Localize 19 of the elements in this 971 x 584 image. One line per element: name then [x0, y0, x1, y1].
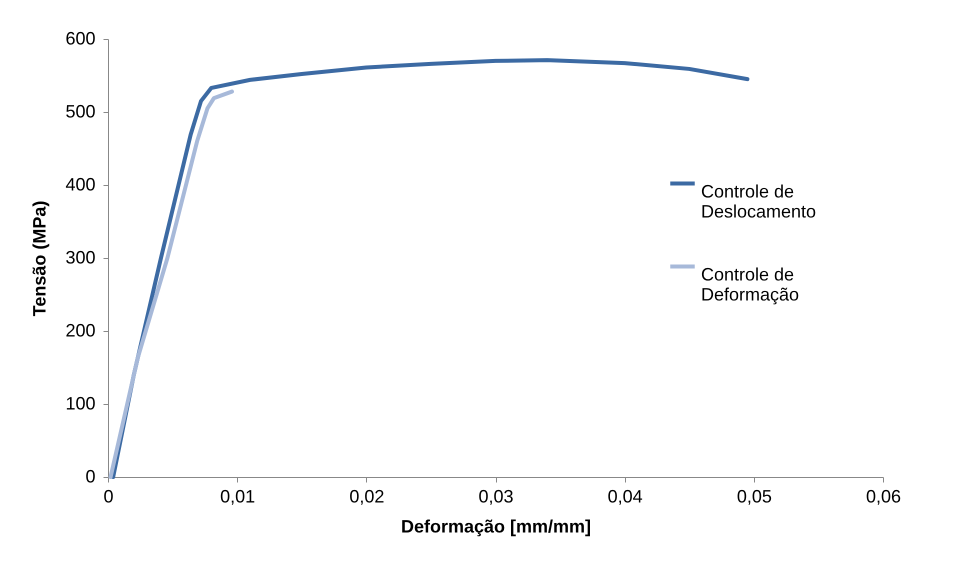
- y-tick-label: 300: [65, 248, 96, 268]
- x-tick-label: 0,04: [608, 486, 643, 506]
- x-axis-title: Deformação [mm/mm]: [400, 516, 592, 536]
- y-tick-label: 0: [85, 466, 96, 486]
- y-tick-label: 500: [65, 102, 96, 122]
- line-series: [108, 90, 234, 479]
- x-tick-label: 0: [103, 486, 114, 506]
- y-tick-label: 200: [65, 320, 96, 340]
- x-tick-label: 0,03: [478, 486, 514, 506]
- y-tick-label: 400: [65, 174, 96, 194]
- y-tick-label: 600: [65, 28, 96, 48]
- x-tick-label: 0,02: [349, 486, 384, 506]
- legend-label: Controle de Deformação: [701, 264, 800, 304]
- x-tick-label: 0,06: [866, 486, 902, 506]
- y-axis-title: Tensão (MPa): [29, 200, 50, 316]
- x-tick-label: 0,01: [220, 486, 256, 506]
- legend-label: Controle de Deslocamento: [701, 182, 816, 222]
- y-tick-label: 100: [65, 394, 96, 414]
- x-tick-label: 0,05: [736, 486, 772, 506]
